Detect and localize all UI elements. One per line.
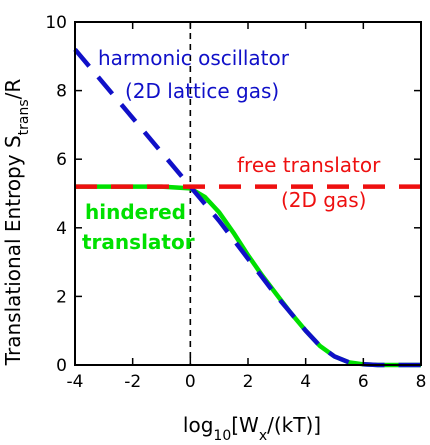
- annotation-ft1: free translator: [237, 153, 381, 177]
- x-tick-label: 0: [185, 372, 196, 392]
- annotation-ho1: harmonic oscillator: [98, 46, 290, 70]
- y-tick-label: 8: [56, 82, 67, 102]
- x-tick-label: -4: [67, 372, 84, 392]
- y-tick-label: 2: [56, 287, 67, 307]
- x-axis-label: log10[Wx/(kT)]: [183, 413, 321, 444]
- y-tick-label: 6: [56, 150, 67, 170]
- annotation-ht2: translator: [82, 230, 195, 254]
- x-tick-label: 4: [300, 372, 311, 392]
- x-tick-label: 2: [243, 372, 254, 392]
- y-tick-label: 0: [56, 356, 67, 376]
- x-tick-label: -2: [124, 372, 141, 392]
- y-tick-label: 4: [56, 219, 67, 239]
- x-tick-label: 6: [358, 372, 369, 392]
- plot-frame: [74, 21, 422, 366]
- y-axis-label: Translational Entropy Strans/R: [1, 79, 32, 367]
- annotation-ho2: (2D lattice gas): [125, 79, 279, 103]
- annotation-ft2: (2D gas): [281, 188, 366, 212]
- axis-labels: log10[Wx/(kT)] Translational Entropy Str…: [1, 79, 321, 444]
- y-tick-label: 10: [45, 13, 67, 33]
- x-tick-label: 8: [416, 372, 427, 392]
- plot-area: -4 -2 0 2 4 6 8 0 2 4 6 8 10 harmonic oscillator (2D l…: [45, 13, 426, 392]
- annotation-ht1: hindered: [85, 200, 186, 224]
